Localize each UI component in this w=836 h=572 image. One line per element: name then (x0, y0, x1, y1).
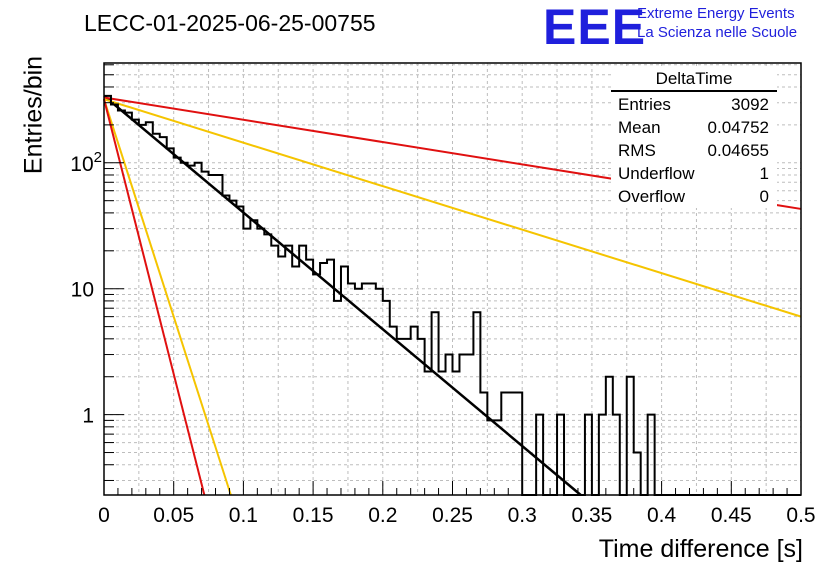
histogram-bars (104, 94, 801, 496)
stats-label: Mean (618, 118, 661, 137)
x-tick-label: 0.1 (229, 504, 258, 527)
stats-label: RMS (618, 141, 656, 160)
x-axis-label: Time difference [s] (598, 535, 803, 563)
fit-curve (103, 98, 802, 318)
y-tick-label: 10 (71, 279, 94, 302)
stats-title: DeltaTime (655, 69, 733, 88)
x-tick-labels: 0 0.05 0.1 0.15 0.2 0.25 0.3 0.35 0.4 0.45 0.5 (98, 504, 815, 527)
x-tick-label: 0.2 (368, 504, 397, 527)
stats-row-rms: RMS 0.04655 (611, 139, 777, 162)
stats-label: Underflow (618, 164, 695, 183)
stats-label: Overflow (618, 187, 686, 206)
stats-box: DeltaTime Entries 3092 Mean 0.04752 RMS 0.0… (611, 68, 777, 208)
x-tick-label: 0.45 (711, 504, 752, 527)
fit-curve (103, 98, 206, 496)
logo-subtitle-line2: La Scienza nelle Scuole (637, 24, 798, 41)
logo-subtitle-line1: Extreme Energy Events (637, 5, 795, 22)
x-tick-label: 0.5 (786, 504, 815, 527)
x-tick-label: 0.05 (153, 504, 194, 527)
x-tick-label: 0 (98, 504, 110, 527)
y-tick-label: 102 (70, 149, 102, 176)
y-axis-label: Entries/bin (19, 55, 48, 175)
stats-row-entries: Entries 3092 (611, 93, 777, 116)
eee-logo: EEE (543, 0, 647, 55)
stats-separator (611, 90, 777, 92)
fit-curve (103, 94, 582, 496)
stats-value: 3092 (731, 95, 769, 114)
stats-row-underflow: Underflow 1 (611, 162, 777, 185)
stats-value: 1 (759, 164, 769, 183)
x-tick-label: 0.25 (432, 504, 473, 527)
stats-label: Entries (618, 95, 671, 114)
fit-curve (103, 98, 232, 496)
x-tick-label: 0.35 (571, 504, 612, 527)
stats-value: 0.04655 (707, 141, 769, 160)
axis-ticks (103, 64, 802, 495)
y-tick-label: 1 (82, 405, 94, 428)
stats-value: 0.04752 (707, 118, 769, 137)
y-tick-labels: 1 10 102 (70, 149, 102, 428)
run-title: LECC-01-2025-06-25-00755 (84, 10, 376, 36)
x-tick-label: 0.15 (293, 504, 334, 527)
stats-row-overflow: Overflow 0 (611, 185, 777, 208)
stats-value: 0 (759, 187, 769, 206)
grid-lines (104, 63, 801, 495)
x-tick-label: 0.4 (647, 504, 677, 527)
x-tick-label: 0.3 (508, 504, 537, 527)
stats-row-mean: Mean 0.04752 (611, 116, 777, 139)
